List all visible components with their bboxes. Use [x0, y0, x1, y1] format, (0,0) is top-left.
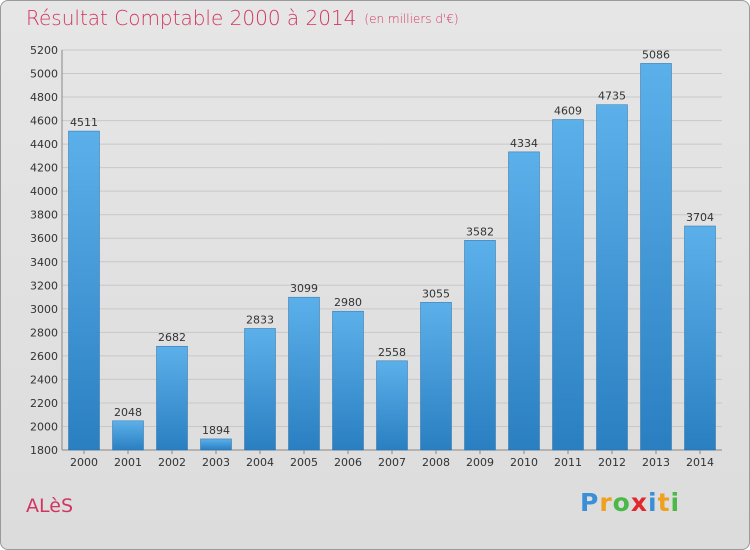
data-label: 4609: [554, 105, 582, 118]
data-label: 2682: [158, 331, 186, 344]
city-label: ALèS: [26, 495, 73, 517]
bar: [332, 310, 364, 451]
y-tick-label: 3600: [30, 232, 58, 245]
logo-letter: r: [599, 488, 613, 517]
bar: [288, 296, 320, 451]
bar: [508, 151, 540, 451]
y-tick-label: 2000: [30, 420, 58, 433]
y-tick-label: 2200: [30, 397, 58, 410]
logo-letter: t: [657, 488, 671, 517]
data-label: 5086: [642, 48, 670, 61]
data-label: 3704: [686, 211, 714, 224]
y-tick-label: 4800: [30, 91, 58, 104]
bar: [596, 104, 628, 451]
bar: [244, 328, 276, 451]
chart-title-block: Résultat Comptable 2000 à 2014 (en millie…: [26, 6, 459, 30]
bar: [200, 438, 232, 451]
bar: [640, 63, 672, 451]
y-tick-label: 1800: [30, 444, 58, 457]
y-tick-label: 2600: [30, 350, 58, 363]
bar: [420, 302, 452, 451]
bar: [684, 225, 716, 451]
x-tick-label: 2009: [466, 456, 494, 469]
x-tick-label: 2002: [158, 456, 186, 469]
x-tick-label: 2011: [554, 456, 582, 469]
y-tick-label: 4600: [30, 115, 58, 128]
bar: [156, 345, 188, 451]
logo-letter: i: [648, 488, 658, 517]
logo-letter: x: [630, 488, 648, 517]
x-tick-label: 2008: [422, 456, 450, 469]
bar: [68, 130, 100, 451]
bar: [112, 420, 144, 451]
y-tick-label: 5200: [30, 44, 58, 57]
data-label: 2048: [114, 406, 142, 419]
data-label: 2833: [246, 313, 274, 326]
y-tick-label: 3000: [30, 303, 58, 316]
x-tick-label: 2001: [114, 456, 142, 469]
x-tick-label: 2005: [290, 456, 318, 469]
data-label: 3099: [290, 282, 318, 295]
y-tick-label: 4200: [30, 162, 58, 175]
x-tick-label: 2003: [202, 456, 230, 469]
y-tick-label: 4000: [30, 185, 58, 198]
x-tick-label: 2004: [246, 456, 274, 469]
data-label: 2558: [378, 346, 406, 359]
x-tick-label: 2012: [598, 456, 626, 469]
data-label: 4511: [70, 116, 98, 129]
data-label: 3582: [466, 225, 494, 238]
x-tick-label: 2007: [378, 456, 406, 469]
y-tick-label: 4400: [30, 138, 58, 151]
data-label: 2980: [334, 296, 362, 309]
bar: [376, 360, 408, 451]
data-label: 4735: [598, 90, 626, 103]
x-tick-label: 2000: [70, 456, 98, 469]
chart-subtitle: (en milliers d'€): [364, 12, 459, 26]
data-label: 3055: [422, 287, 450, 300]
x-tick-label: 2013: [642, 456, 670, 469]
bar: [464, 240, 496, 451]
logo-letter: P: [580, 488, 600, 517]
data-label: 4334: [510, 137, 538, 150]
y-tick-label: 2400: [30, 373, 58, 386]
chart-title: Résultat Comptable 2000 à 2014: [26, 6, 357, 30]
y-tick-label: 5000: [30, 68, 58, 81]
proxiti-logo: Proxiti: [580, 488, 680, 517]
logo-letter: i: [670, 488, 681, 517]
bar: [552, 119, 584, 451]
data-label: 1894: [202, 424, 230, 437]
x-tick-label: 2014: [686, 456, 714, 469]
y-tick-label: 3800: [30, 209, 58, 222]
y-tick-label: 3200: [30, 279, 58, 292]
x-tick-label: 2010: [510, 456, 538, 469]
y-tick-label: 3400: [30, 256, 58, 269]
y-tick-label: 2800: [30, 326, 58, 339]
x-tick-label: 2006: [334, 456, 362, 469]
logo-letter: o: [612, 488, 631, 517]
